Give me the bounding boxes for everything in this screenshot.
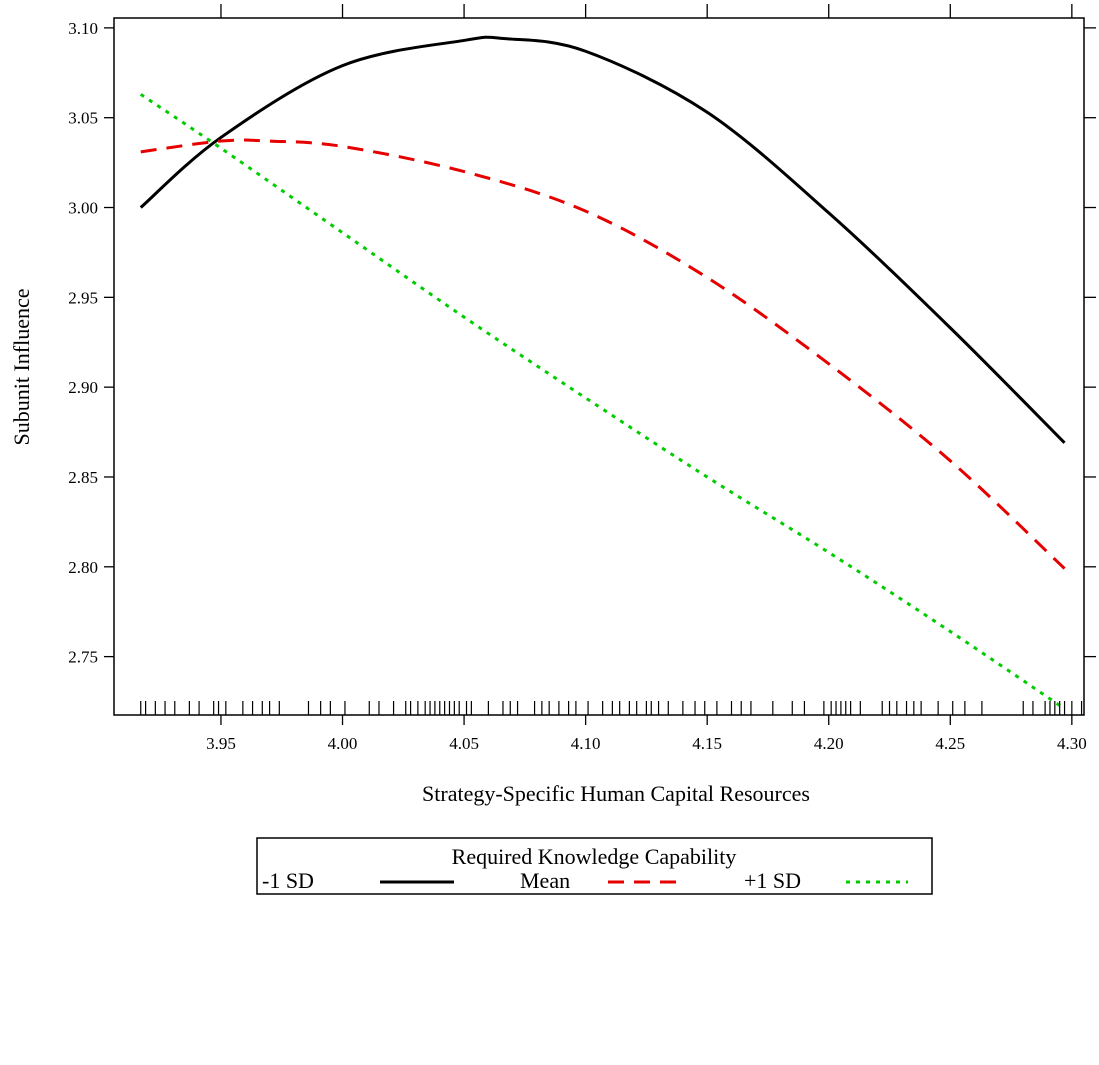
y-tick-label-3: 2.90 bbox=[68, 378, 98, 397]
legend: Required Knowledge Capability -1 SD Mean +… bbox=[256, 837, 933, 895]
legend-label-mean: Mean bbox=[520, 868, 570, 893]
rug-layer bbox=[140, 701, 1083, 715]
series-line-mean bbox=[140, 138, 1066, 570]
y-tick-label-7: 3.10 bbox=[68, 19, 98, 38]
legend-label-1-sd: +1 SD bbox=[744, 868, 801, 893]
x-tick-label-0: 3.95 bbox=[206, 734, 236, 753]
x-tick-label-1: 4.00 bbox=[328, 734, 358, 753]
y-tick-label-6: 3.05 bbox=[68, 109, 98, 128]
legend-title: Required Knowledge Capability bbox=[452, 844, 737, 869]
legend-label-1-sd: -1 SD bbox=[262, 868, 314, 893]
y-tick-label-0: 2.75 bbox=[68, 648, 98, 667]
x-tick-label-2: 4.05 bbox=[449, 734, 479, 753]
legend-entries: -1 SD Mean +1 SD bbox=[262, 868, 908, 893]
series-layer bbox=[139, 35, 1066, 710]
x-tick-label-7: 4.30 bbox=[1057, 734, 1087, 753]
plot-frame bbox=[113, 17, 1085, 716]
y-tick-label-2: 2.85 bbox=[68, 468, 98, 487]
x-tick-label-5: 4.20 bbox=[814, 734, 844, 753]
y-axis-title: Subunit Influence bbox=[9, 288, 34, 445]
x-axis-title: Strategy-Specific Human Capital Resource… bbox=[422, 781, 810, 806]
x-tick-label-3: 4.10 bbox=[571, 734, 601, 753]
series-line-1-sd bbox=[139, 93, 1066, 710]
y-tick-label-5: 3.00 bbox=[68, 199, 98, 218]
series-line-1-sd bbox=[139, 35, 1066, 444]
x-tick-label-4: 4.15 bbox=[692, 734, 722, 753]
axes-layer: 3.95 4.00 4.05 4.10 4.15 4.20 4.25 4.30 2.75 2.80… bbox=[68, 4, 1096, 753]
legend-box bbox=[256, 837, 933, 895]
y-tick-label-1: 2.80 bbox=[68, 558, 98, 577]
x-tick-label-6: 4.25 bbox=[935, 734, 965, 753]
y-tick-label-4: 2.95 bbox=[68, 288, 98, 307]
